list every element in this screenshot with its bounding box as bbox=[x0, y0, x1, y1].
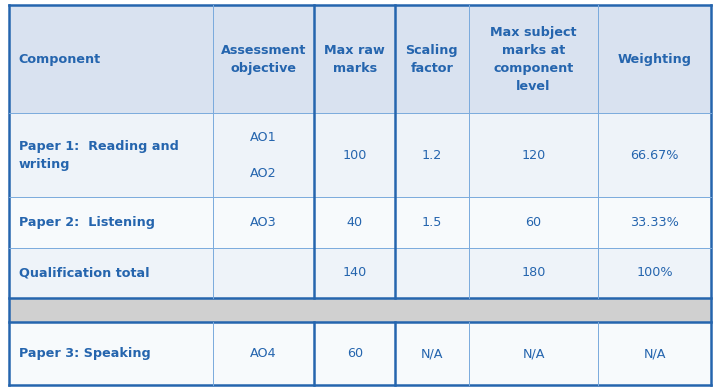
Bar bbox=[395, 322, 469, 385]
Bar bbox=[598, 113, 711, 197]
Text: 100: 100 bbox=[343, 149, 367, 161]
Text: 33.33%: 33.33% bbox=[630, 216, 679, 229]
Text: 60: 60 bbox=[526, 216, 541, 229]
Text: Paper 3: Speaking: Paper 3: Speaking bbox=[19, 347, 150, 360]
Bar bbox=[212, 322, 315, 385]
Text: 180: 180 bbox=[521, 266, 546, 279]
Bar bbox=[395, 5, 469, 113]
Bar bbox=[212, 5, 315, 113]
Bar bbox=[9, 113, 212, 197]
Bar bbox=[395, 197, 469, 248]
Bar bbox=[9, 5, 212, 113]
Bar bbox=[212, 248, 315, 298]
Text: N/A: N/A bbox=[522, 347, 545, 360]
Text: Max raw
marks: Max raw marks bbox=[325, 44, 385, 75]
Text: 60: 60 bbox=[346, 347, 363, 360]
Text: Component: Component bbox=[19, 53, 101, 66]
Bar bbox=[598, 322, 711, 385]
Bar bbox=[315, 248, 395, 298]
Text: 140: 140 bbox=[343, 266, 367, 279]
Bar bbox=[9, 298, 212, 322]
Bar bbox=[598, 248, 711, 298]
Bar bbox=[9, 322, 212, 385]
Text: AO1

AO2: AO1 AO2 bbox=[250, 131, 277, 180]
Bar bbox=[395, 298, 469, 322]
Text: 120: 120 bbox=[521, 149, 546, 161]
Bar bbox=[315, 197, 395, 248]
Text: Qualification total: Qualification total bbox=[19, 266, 149, 279]
Bar bbox=[598, 197, 711, 248]
Bar bbox=[9, 248, 212, 298]
Text: Weighting: Weighting bbox=[618, 53, 691, 66]
Text: AO4: AO4 bbox=[251, 347, 277, 360]
Bar bbox=[469, 248, 598, 298]
Text: Max subject
marks at
component
level: Max subject marks at component level bbox=[490, 26, 577, 93]
Bar bbox=[9, 197, 212, 248]
Text: 40: 40 bbox=[346, 216, 363, 229]
Bar bbox=[315, 322, 395, 385]
Bar bbox=[212, 197, 315, 248]
Bar bbox=[212, 298, 315, 322]
Bar bbox=[212, 113, 315, 197]
Bar bbox=[469, 113, 598, 197]
Text: Paper 1:  Reading and
writing: Paper 1: Reading and writing bbox=[19, 140, 179, 170]
Bar bbox=[598, 5, 711, 113]
Bar bbox=[315, 298, 395, 322]
Text: Assessment
objective: Assessment objective bbox=[221, 44, 306, 75]
Bar bbox=[469, 298, 598, 322]
Text: 100%: 100% bbox=[636, 266, 673, 279]
Text: N/A: N/A bbox=[643, 347, 666, 360]
Bar bbox=[315, 5, 395, 113]
Bar bbox=[395, 113, 469, 197]
Text: AO3: AO3 bbox=[250, 216, 277, 229]
Bar bbox=[598, 298, 711, 322]
Bar bbox=[469, 322, 598, 385]
Text: 1.2: 1.2 bbox=[422, 149, 442, 161]
Text: 66.67%: 66.67% bbox=[630, 149, 679, 161]
Text: Paper 2:  Listening: Paper 2: Listening bbox=[19, 216, 155, 229]
Bar bbox=[315, 113, 395, 197]
Text: Scaling
factor: Scaling factor bbox=[405, 44, 458, 75]
Bar bbox=[469, 5, 598, 113]
Bar bbox=[469, 197, 598, 248]
Bar bbox=[395, 248, 469, 298]
Text: 1.5: 1.5 bbox=[422, 216, 442, 229]
Text: N/A: N/A bbox=[420, 347, 443, 360]
